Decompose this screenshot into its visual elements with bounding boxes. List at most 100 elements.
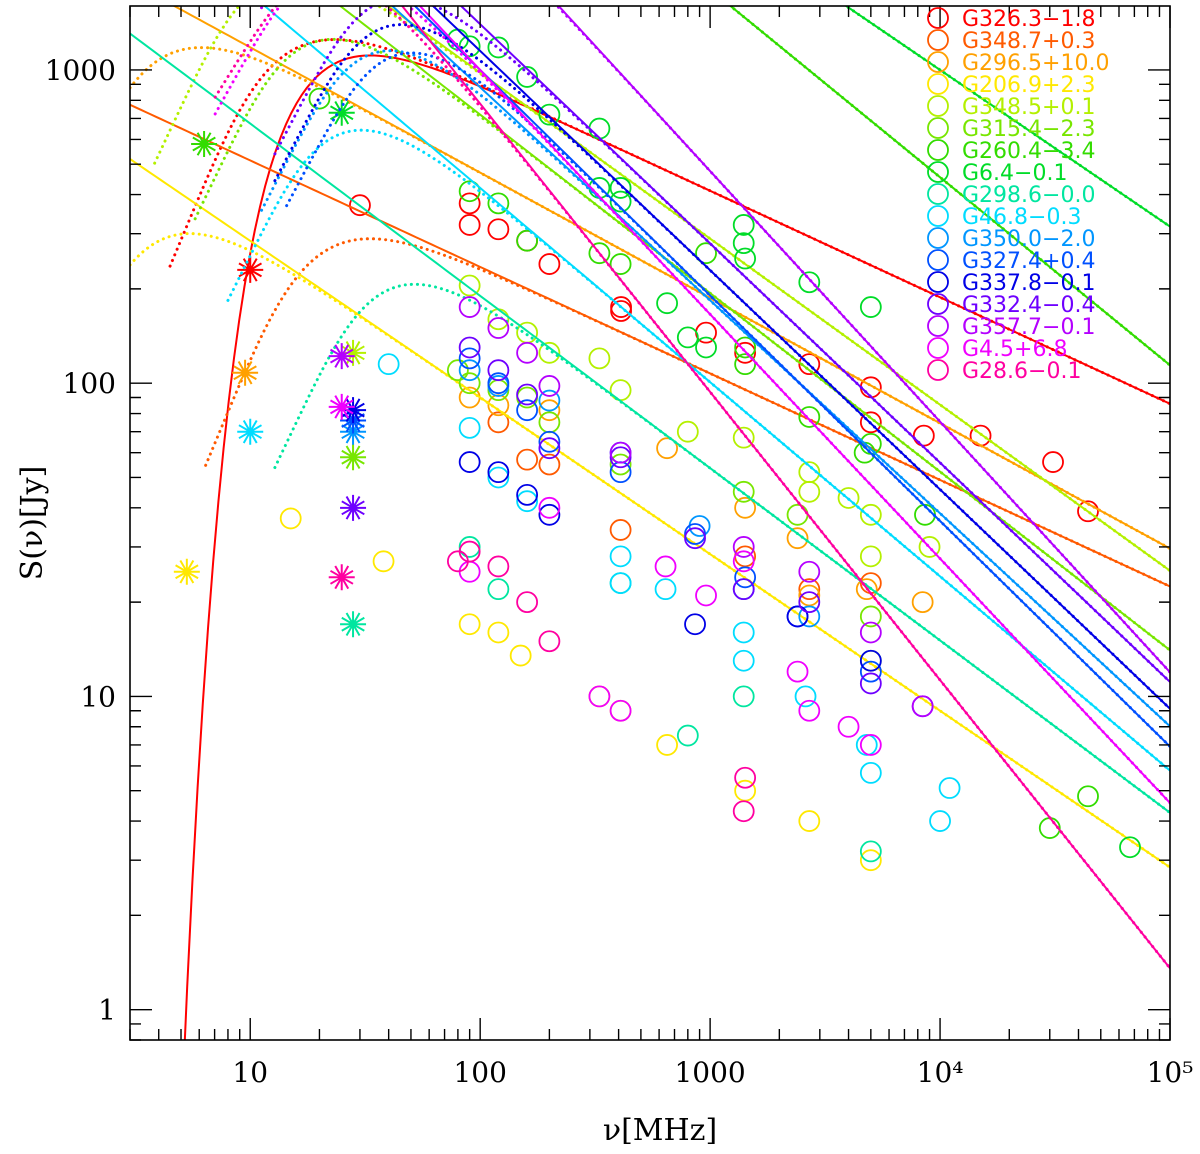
data-point: [538, 103, 561, 126]
x-axis-title: ν[MHz]: [603, 1113, 717, 1148]
data-point: [349, 194, 371, 217]
legend: G326.3−1.8G348.7+0.3G296.5+10.0G206.9+2.…: [927, 7, 1109, 384]
turnover-star: [237, 256, 264, 283]
absorbed-fit-line: [168, 38, 1170, 406]
legend-label: G348.5+0.1: [962, 95, 1095, 120]
series-g337-8-0-1: [273, 6, 1170, 711]
data-point: [734, 566, 757, 589]
absorbed-fit-line: [273, 23, 1170, 711]
legend-marker: [927, 359, 949, 381]
legend-label: G298.6−0.0: [962, 183, 1095, 208]
absorbed-fit-line: [130, 46, 1170, 551]
data-point: [859, 503, 882, 526]
data-point: [487, 372, 510, 395]
absorbed-fit-line: [213, 6, 1170, 970]
data-point: [676, 326, 699, 349]
legend-label: G326.3−1.8: [962, 7, 1095, 32]
data-point: [732, 621, 755, 644]
data-point: [516, 341, 539, 364]
data-point: [487, 411, 510, 434]
legend-label: G46.8−0.3: [962, 205, 1081, 230]
data-point: [734, 496, 757, 519]
data-point: [798, 406, 821, 428]
legend-marker: [927, 117, 949, 139]
data-point: [938, 777, 961, 799]
fit-line: [418, 6, 1170, 804]
series-g46-8-0-3: [226, 6, 1170, 832]
y-tick-label: 100: [63, 367, 116, 400]
legend-marker: [927, 161, 949, 183]
absorbed-fit-line: [260, 6, 1170, 674]
legend-label: G6.4−0.1: [962, 161, 1067, 186]
data-point: [732, 232, 755, 255]
data-point: [734, 336, 757, 359]
data-point: [458, 540, 481, 563]
absorbed-fit-line: [260, 49, 1170, 728]
data-point: [458, 536, 481, 558]
data-point: [1077, 785, 1099, 808]
data-point: [538, 453, 561, 476]
absorbed-fit-line: [204, 237, 1170, 588]
data-point: [859, 761, 882, 784]
data-point: [786, 527, 809, 550]
legend-label: G327.4+0.4: [962, 249, 1095, 274]
data-point: [798, 699, 821, 722]
data-point: [458, 35, 481, 58]
turnover-star: [328, 393, 355, 420]
legend-label: G332.4−0.4: [962, 293, 1095, 318]
data-point: [732, 480, 755, 503]
data-point: [458, 372, 481, 395]
data-point: [859, 660, 882, 683]
data-point: [609, 177, 632, 199]
data-point: [656, 292, 678, 315]
data-point: [458, 296, 481, 318]
data-point: [609, 453, 632, 476]
data-point: [732, 578, 755, 601]
series-g4-5-6-8: [213, 6, 1170, 805]
data-point: [855, 734, 878, 756]
data-point: [487, 621, 510, 644]
data-point: [798, 353, 821, 376]
data-point: [798, 578, 821, 601]
data-point: [734, 341, 757, 364]
turnover-star: [340, 611, 367, 638]
data-point: [588, 242, 611, 265]
data-point: [794, 685, 817, 708]
turnover-star: [340, 339, 367, 366]
absorbed-fit-line: [153, 6, 1170, 573]
data-point: [487, 192, 510, 215]
data-point: [487, 578, 510, 601]
plot-frame: [129, 5, 1171, 1041]
data-point: [656, 437, 678, 460]
legend-label: G28.6−0.1: [962, 359, 1081, 384]
data-point: [654, 555, 677, 578]
data-point: [676, 724, 699, 747]
y-tick-label: 1000: [45, 54, 116, 87]
legend-marker: [927, 227, 949, 249]
data-point: [538, 341, 561, 364]
data-point: [837, 487, 860, 509]
legend-marker: [927, 7, 949, 29]
data-point: [538, 430, 561, 453]
fit-line: [728, 6, 1170, 366]
x-tick-label: 10⁵: [1147, 1056, 1194, 1089]
legend-label: G260.4−3.4: [962, 139, 1095, 164]
data-point: [279, 507, 302, 530]
data-point: [734, 247, 757, 270]
data-point: [859, 545, 882, 568]
data-point: [372, 550, 395, 573]
data-point: [588, 685, 611, 708]
turnover-star: [328, 343, 355, 370]
data-point: [859, 734, 882, 756]
legend-marker: [927, 271, 949, 293]
data-point: [487, 466, 510, 489]
legend-label: G315.4−2.3: [962, 117, 1095, 142]
data-point: [798, 560, 821, 583]
data-point: [798, 605, 821, 628]
data-point: [859, 672, 882, 695]
data-point: [732, 550, 755, 573]
data-point: [695, 242, 717, 265]
data-point: [786, 660, 809, 683]
data-point: [516, 448, 539, 471]
